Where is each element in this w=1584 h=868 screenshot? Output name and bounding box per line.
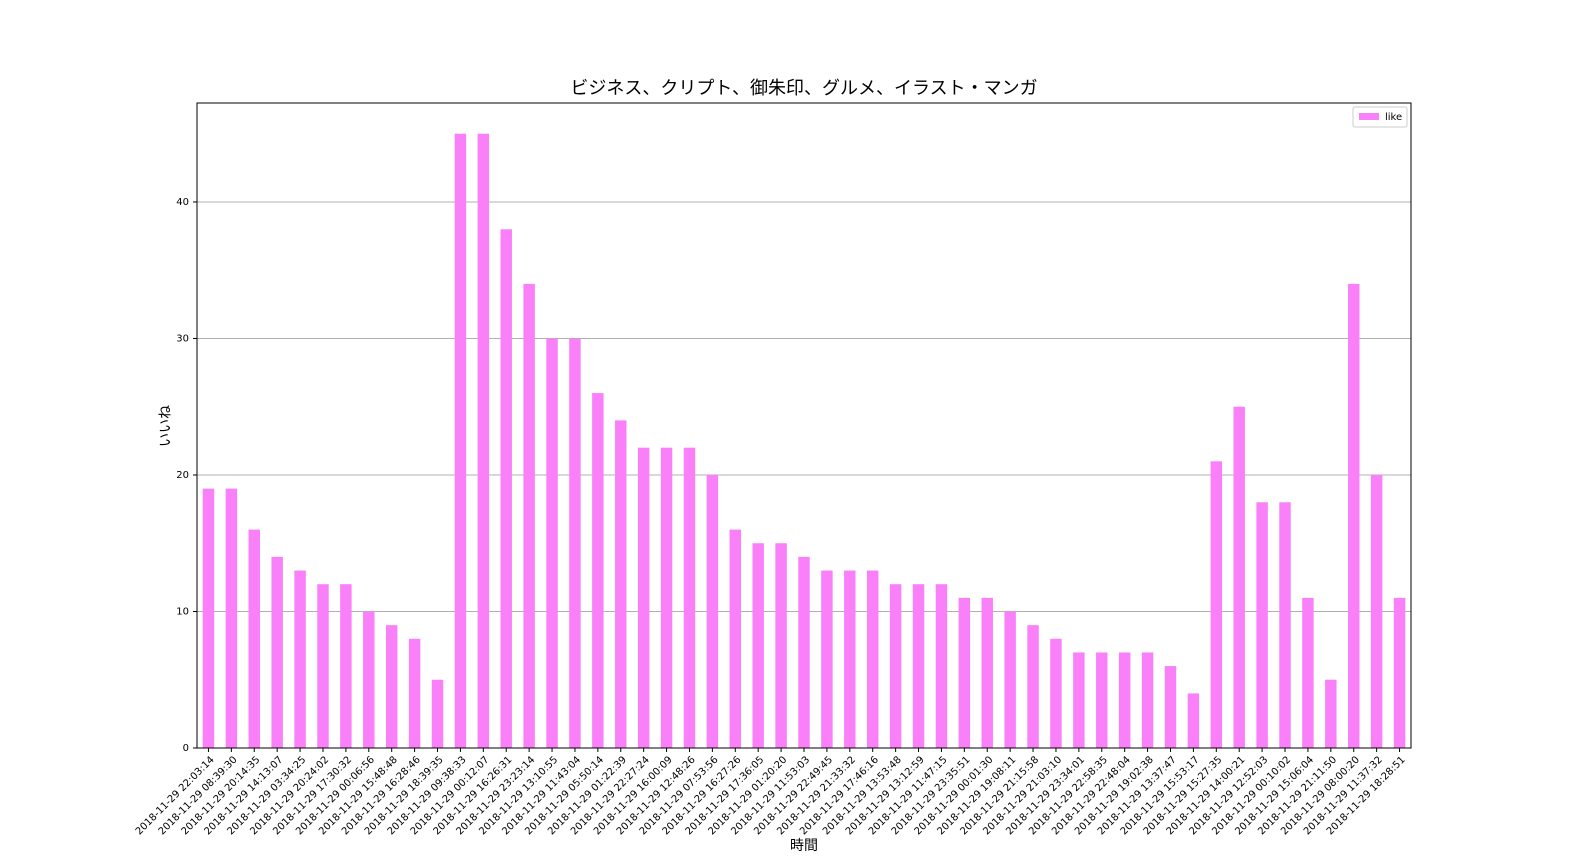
y-tick-label: 40 <box>176 197 189 208</box>
y-tick-label: 0 <box>183 743 189 754</box>
bar <box>385 625 398 748</box>
bar <box>798 556 810 748</box>
bar <box>683 447 696 748</box>
bar <box>523 283 535 748</box>
bar <box>454 133 467 748</box>
bar <box>1279 502 1291 748</box>
bar <box>202 488 215 748</box>
plot-frame <box>196 102 1412 749</box>
bar <box>248 529 260 748</box>
bar <box>408 638 421 748</box>
bar <box>889 584 902 748</box>
bar <box>981 597 993 748</box>
y-tick-label: 20 <box>176 470 189 481</box>
y-axis-label: いいね <box>158 405 174 447</box>
bar <box>546 338 558 748</box>
bar <box>363 611 375 748</box>
bar <box>1210 461 1223 748</box>
bar <box>1164 666 1177 748</box>
bar <box>1027 625 1039 748</box>
bar <box>1141 652 1154 748</box>
x-axis-label: 時間 <box>790 838 818 854</box>
bar <box>477 133 490 748</box>
legend-box <box>1352 106 1408 128</box>
bar <box>1004 611 1016 748</box>
bar <box>958 597 971 748</box>
bar <box>752 543 764 748</box>
bar <box>225 488 238 748</box>
bar <box>1096 652 1108 748</box>
bar <box>912 584 925 748</box>
bar <box>775 543 787 748</box>
bar <box>294 570 306 748</box>
bar <box>637 447 650 748</box>
bar <box>317 584 329 748</box>
legend-label: like <box>1385 112 1402 123</box>
bar <box>615 420 627 748</box>
bar <box>271 556 283 748</box>
bar <box>431 679 444 748</box>
bar <box>935 584 948 748</box>
bar <box>569 338 581 748</box>
chart-title: ビジネス、クリプト、御朱印、グルメ、イラスト・マンガ <box>570 78 1037 99</box>
bar <box>1050 638 1062 748</box>
bar <box>1393 597 1406 748</box>
bar <box>1325 679 1337 748</box>
bar <box>844 570 856 748</box>
y-tick-label: 30 <box>176 333 189 344</box>
bar <box>706 474 719 748</box>
bar <box>1256 502 1268 748</box>
bar <box>729 529 742 748</box>
bar <box>592 393 604 748</box>
bar <box>1073 652 1085 748</box>
bar <box>1348 283 1360 748</box>
bar <box>500 229 512 748</box>
bar <box>1302 597 1314 748</box>
bar <box>660 447 673 748</box>
bar <box>1118 652 1131 748</box>
bar <box>340 584 352 748</box>
y-tick-label: 10 <box>176 606 189 617</box>
bar <box>821 570 833 748</box>
bar <box>1187 693 1200 748</box>
bar <box>866 570 879 748</box>
bar <box>1370 474 1383 748</box>
bar <box>1233 406 1245 748</box>
legend-swatch <box>1359 113 1379 120</box>
